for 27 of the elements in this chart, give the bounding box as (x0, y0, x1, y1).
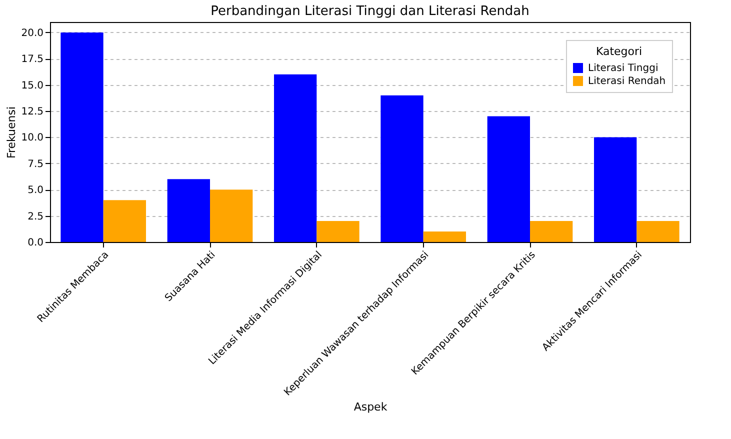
bar (487, 116, 530, 242)
y-tick-label: 5.0 (28, 185, 44, 196)
legend-label: Literasi Tinggi (588, 63, 658, 74)
y-tick-label: 10.0 (21, 132, 44, 144)
y-tick-label: 7.5 (28, 158, 44, 170)
y-tick-label: 15.0 (21, 80, 44, 92)
bar (60, 32, 104, 242)
y-axis-title: Frekuensi (5, 106, 18, 159)
bar (380, 95, 424, 242)
y-tick-label: 2.5 (28, 211, 44, 222)
y-tick-label: 0.0 (28, 238, 44, 248)
legend-title: Kategori (596, 45, 642, 58)
bar (103, 200, 146, 242)
y-tick-label: 20.0 (21, 28, 44, 39)
bar (594, 137, 637, 242)
bar (530, 221, 573, 242)
bar (167, 179, 210, 242)
bar (636, 221, 680, 242)
bar (316, 221, 360, 242)
bar (423, 232, 466, 242)
y-tick-label: 12.5 (21, 106, 44, 118)
y-tick-label: 17.5 (21, 54, 44, 66)
x-axis-title: Aspek (354, 400, 388, 414)
chart-title: Perbandingan Literasi Tinggi dan Literasi Rendah (210, 4, 530, 19)
legend-label: Literasi Rendah (588, 76, 666, 87)
bar (274, 74, 317, 242)
bar (210, 190, 253, 242)
